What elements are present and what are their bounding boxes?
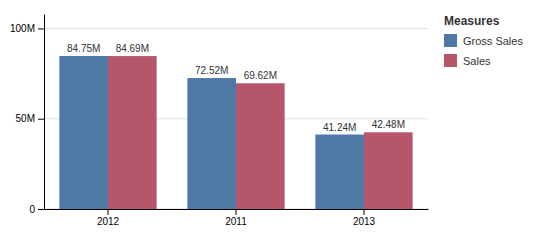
bar bbox=[187, 78, 236, 209]
data-labels: 84.75M 72.52M 41.24M 84.69M 69.62M 42.48M bbox=[67, 43, 405, 133]
tick-mark bbox=[38, 119, 44, 120]
tick-mark bbox=[108, 209, 109, 215]
data-label: 42.48M bbox=[372, 119, 405, 130]
tick: 50M bbox=[16, 113, 44, 124]
tick: 2013 bbox=[353, 209, 376, 227]
tick-mark bbox=[38, 209, 44, 210]
tick: 2012 bbox=[97, 209, 120, 227]
legend-label: Sales bbox=[463, 55, 491, 67]
bar bbox=[315, 135, 364, 209]
bar bbox=[108, 56, 157, 209]
tick-label: 2011 bbox=[225, 216, 247, 227]
bar bbox=[236, 83, 285, 209]
tick-label: 100M bbox=[10, 23, 35, 34]
data-label: 69.62M bbox=[244, 70, 277, 81]
data-label: 41.24M bbox=[323, 122, 356, 133]
tick-label: 0 bbox=[29, 204, 35, 215]
tick: 100M bbox=[10, 23, 44, 34]
bars bbox=[59, 56, 412, 209]
tick-mark bbox=[38, 28, 44, 29]
axis-line bbox=[44, 15, 45, 210]
data-label: 84.69M bbox=[116, 43, 149, 54]
bar-series bbox=[59, 56, 364, 209]
legend-swatch bbox=[444, 54, 457, 67]
y-axis: 0 50M 100M bbox=[10, 15, 45, 215]
tick-label: 2013 bbox=[353, 216, 376, 227]
tick: 2011 bbox=[225, 209, 247, 227]
legend-label: Gross Sales bbox=[463, 35, 523, 47]
bar-series bbox=[108, 56, 413, 209]
bar bbox=[364, 132, 413, 209]
tick-label: 50M bbox=[16, 113, 35, 124]
chart: 84.75M 72.52M 41.24M 84.69M 69.62M 42.48M 0 50M… bbox=[0, 0, 550, 235]
legend-swatch bbox=[444, 34, 457, 47]
tick-mark bbox=[236, 209, 237, 215]
plot: 84.75M 72.52M 41.24M 84.69M 69.62M 42.48M 0 50M… bbox=[10, 15, 429, 228]
legend-item: Sales bbox=[444, 54, 491, 67]
legend: Measures Gross Sales Sales bbox=[444, 14, 523, 67]
tick: 0 bbox=[29, 204, 44, 215]
tick-mark bbox=[364, 209, 365, 215]
data-label: 72.52M bbox=[195, 65, 228, 76]
bar bbox=[59, 56, 108, 209]
legend-title: Measures bbox=[444, 14, 500, 28]
legend-item: Gross Sales bbox=[444, 34, 523, 47]
grid-line bbox=[44, 28, 428, 29]
x-axis: 2012 2011 2013 bbox=[45, 209, 429, 227]
data-label: 84.75M bbox=[67, 43, 100, 54]
tick-label: 2012 bbox=[97, 216, 120, 227]
grid bbox=[44, 28, 428, 209]
